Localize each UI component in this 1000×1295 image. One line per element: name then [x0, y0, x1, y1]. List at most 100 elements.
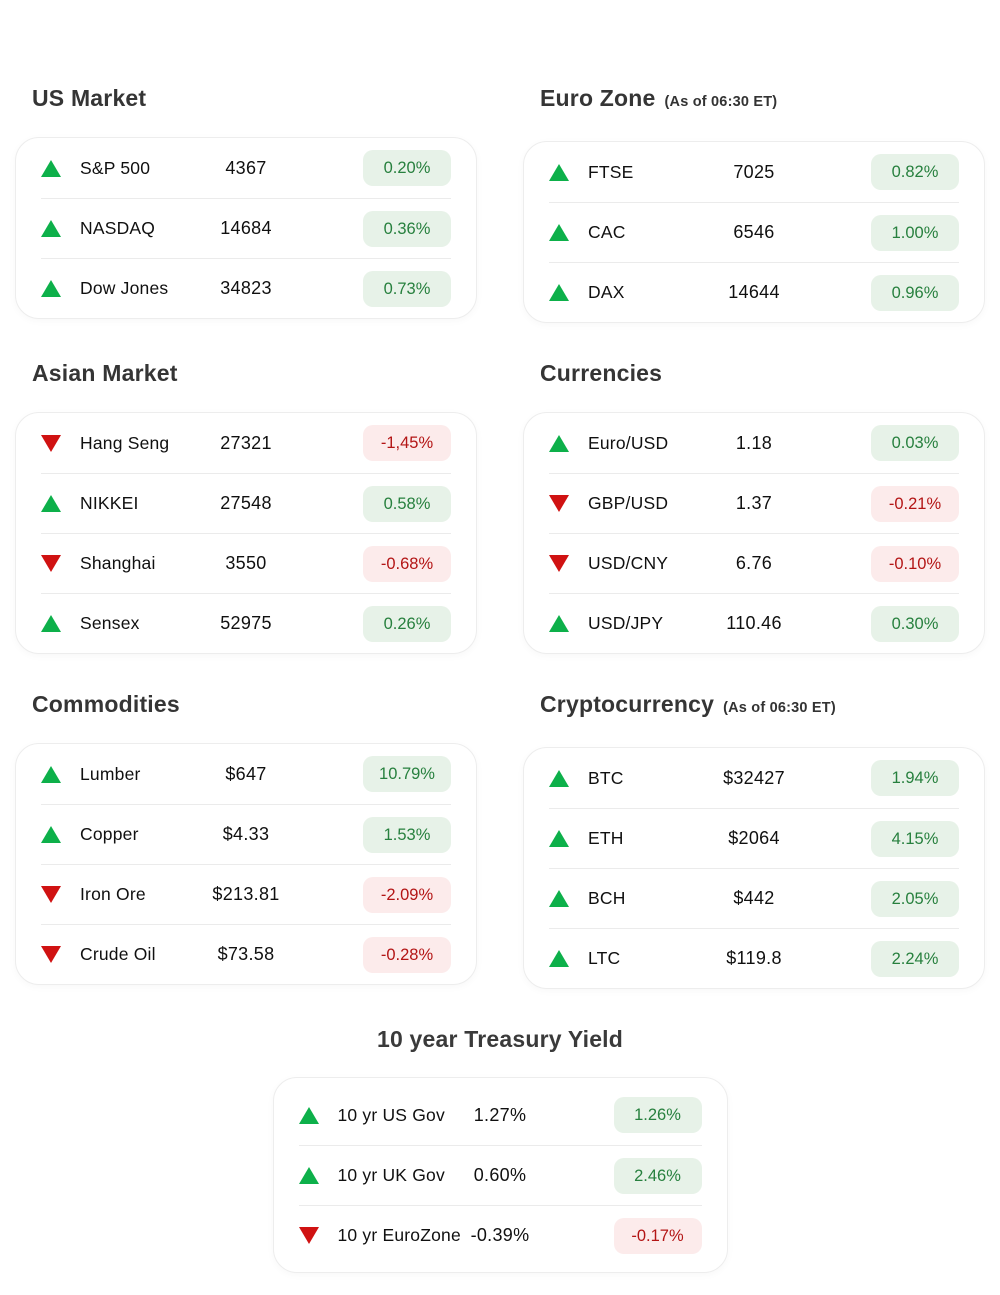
row-dax: DAX 14644 0.96% — [549, 262, 959, 322]
row-usd-cny: USD/CNY 6.76 -0.10% — [549, 533, 959, 593]
row-usd-jpy: USD/JPY 110.46 0.30% — [549, 593, 959, 653]
row-iron-ore: Iron Ore $213.81 -2.09% — [41, 864, 451, 924]
change-badge: 0.96% — [871, 274, 959, 311]
instrument-label: Crude Oil — [80, 944, 156, 964]
row-sensex: Sensex 52975 0.26% — [41, 593, 451, 653]
section-commodities: Commodities Lumber $647 10.79% Copper $4… — [15, 690, 477, 989]
us-market-title: US Market — [32, 84, 477, 112]
row-cac: CAC 6546 1.00% — [549, 202, 959, 262]
instrument-label: Sensex — [80, 613, 140, 633]
change-badge: -0.10% — [871, 545, 959, 582]
section-euro-zone: Euro Zone (As of 06:30 ET) FTSE 7025 0.82… — [523, 84, 985, 323]
change-badge: 0.03% — [871, 425, 959, 461]
commodities-card: Lumber $647 10.79% Copper $4.33 1.53% Ir… — [15, 743, 477, 985]
commodities-title: Commodities — [32, 690, 477, 718]
instrument-label: LTC — [588, 948, 621, 968]
row-btc: BTC $32427 1.94% — [549, 748, 959, 808]
instrument-label: 10 yr US Gov — [337, 1104, 445, 1125]
instrument-label: 10 yr UK Gov — [337, 1165, 445, 1185]
instrument-label: FTSE — [588, 161, 634, 182]
down-arrow-icon — [41, 434, 61, 452]
change-badge: 2.46% — [613, 1157, 702, 1194]
up-arrow-icon — [41, 615, 61, 632]
as-of-timestamp: (As of 06:30 ET) — [664, 94, 778, 110]
up-arrow-icon — [41, 159, 61, 177]
up-arrow-icon — [549, 950, 569, 967]
change-badge: -0.21% — [871, 485, 959, 522]
section-cryptocurrency: Cryptocurrency (As of 06:30 ET) BTC $3242… — [523, 690, 985, 989]
change-badge: 10.79% — [363, 756, 451, 792]
asian-market-card: Hang Seng 27321 -1,45% NIKKEI 27548 0.58… — [15, 412, 477, 654]
change-badge: 0.30% — [871, 605, 959, 642]
up-arrow-icon — [41, 495, 61, 512]
instrument-label: Euro/USD — [588, 432, 669, 453]
treasury-yield-title: 10 year Treasury Yield — [273, 1025, 728, 1053]
row-euro-usd: Euro/USD 1.18 0.03% — [549, 413, 959, 473]
row-shanghai: Shanghai 3550 -0.68% — [41, 533, 451, 593]
section-title-text: US Market — [32, 85, 147, 111]
up-arrow-icon — [549, 890, 569, 907]
up-arrow-icon — [549, 830, 569, 847]
down-arrow-icon — [549, 495, 569, 512]
row-crude-oil: Crude Oil $73.58 -0.28% — [41, 924, 451, 984]
section-treasury-yield: 10 year Treasury Yield 10 yr US Gov 1.27… — [272, 1025, 728, 1273]
instrument-label: Iron Ore — [80, 884, 146, 904]
change-badge: 0.82% — [871, 154, 959, 190]
section-title-text: Commodities — [32, 691, 180, 717]
section-asian-market: Asian Market Hang Seng 27321 -1,45% NIKK… — [15, 359, 477, 654]
change-badge: 0.26% — [363, 605, 451, 642]
down-arrow-icon — [549, 555, 569, 572]
section-title-text: Asian Market — [32, 360, 178, 386]
up-arrow-icon — [549, 284, 569, 301]
us-market-card: S&P 500 4367 0.20% NASDAQ 14684 0.36% Do… — [15, 137, 477, 319]
instrument-label: GBP/USD — [588, 493, 669, 513]
change-badge: 1.94% — [871, 760, 959, 796]
change-badge: 0.73% — [363, 270, 451, 307]
change-badge: 2.24% — [871, 940, 959, 977]
change-badge: 2.05% — [871, 880, 959, 917]
row-gbp-usd: GBP/USD 1.37 -0.21% — [549, 473, 959, 533]
euro-zone-card: FTSE 7025 0.82% CAC 6546 1.00% DAX 14644… — [523, 141, 985, 323]
change-badge: -0.28% — [363, 936, 451, 973]
instrument-label: BCH — [588, 888, 626, 908]
change-badge: -1,45% — [363, 425, 451, 461]
up-arrow-icon — [549, 163, 569, 181]
up-arrow-icon — [549, 615, 569, 632]
instrument-label: S&P 500 — [80, 157, 151, 178]
row-lumber: Lumber $647 10.79% — [41, 744, 451, 804]
down-arrow-icon — [41, 555, 61, 572]
up-arrow-icon — [549, 224, 569, 241]
up-arrow-icon — [41, 280, 61, 297]
change-badge: 4.15% — [871, 820, 959, 857]
instrument-label: Dow Jones — [80, 278, 169, 298]
instrument-label: CAC — [588, 222, 626, 242]
instrument-label: 10 yr EuroZone — [337, 1225, 461, 1245]
treasury-yield-card: 10 yr US Gov 1.27% 1.26% 10 yr UK Gov 0.… — [272, 1077, 728, 1273]
row-10yr-us-gov: 10 yr US Gov 1.27% 1.26% — [298, 1085, 702, 1145]
market-dashboard-grid: US Market S&P 500 4367 0.20% NASDAQ 1468… — [0, 84, 1000, 1025]
instrument-label: DAX — [588, 282, 625, 302]
cryptocurrency-card: BTC $32427 1.94% ETH $2064 4.15% BCH $44… — [523, 747, 985, 989]
instrument-label: USD/CNY — [588, 553, 669, 573]
change-badge: -0.17% — [613, 1217, 702, 1254]
row-10yr-eurozone: 10 yr EuroZone -0.39% -0.17% — [298, 1205, 702, 1265]
instrument-label: Copper — [80, 824, 139, 844]
down-arrow-icon — [41, 886, 61, 903]
down-arrow-icon — [41, 946, 61, 963]
row-bch: BCH $442 2.05% — [549, 868, 959, 928]
currencies-card: Euro/USD 1.18 0.03% GBP/USD 1.37 -0.21% … — [523, 412, 985, 654]
section-currencies: Currencies Euro/USD 1.18 0.03% GBP/USD 1… — [523, 359, 985, 654]
cryptocurrency-title: Cryptocurrency (As of 06:30 ET) — [540, 690, 985, 722]
change-badge: 1.53% — [363, 816, 451, 853]
section-us-market: US Market S&P 500 4367 0.20% NASDAQ 1468… — [15, 84, 477, 323]
instrument-label: NASDAQ — [80, 218, 156, 238]
down-arrow-icon — [298, 1227, 319, 1244]
row-ltc: LTC $119.8 2.24% — [549, 928, 959, 988]
row-copper: Copper $4.33 1.53% — [41, 804, 451, 864]
row-ftse: FTSE 7025 0.82% — [549, 142, 959, 202]
change-badge: -0.68% — [363, 545, 451, 582]
asian-market-title: Asian Market — [32, 359, 477, 387]
row-nikkei: NIKKEI 27548 0.58% — [41, 473, 451, 533]
row-sp-500: S&P 500 4367 0.20% — [41, 138, 451, 198]
as-of-timestamp: (As of 06:30 ET) — [723, 700, 836, 716]
